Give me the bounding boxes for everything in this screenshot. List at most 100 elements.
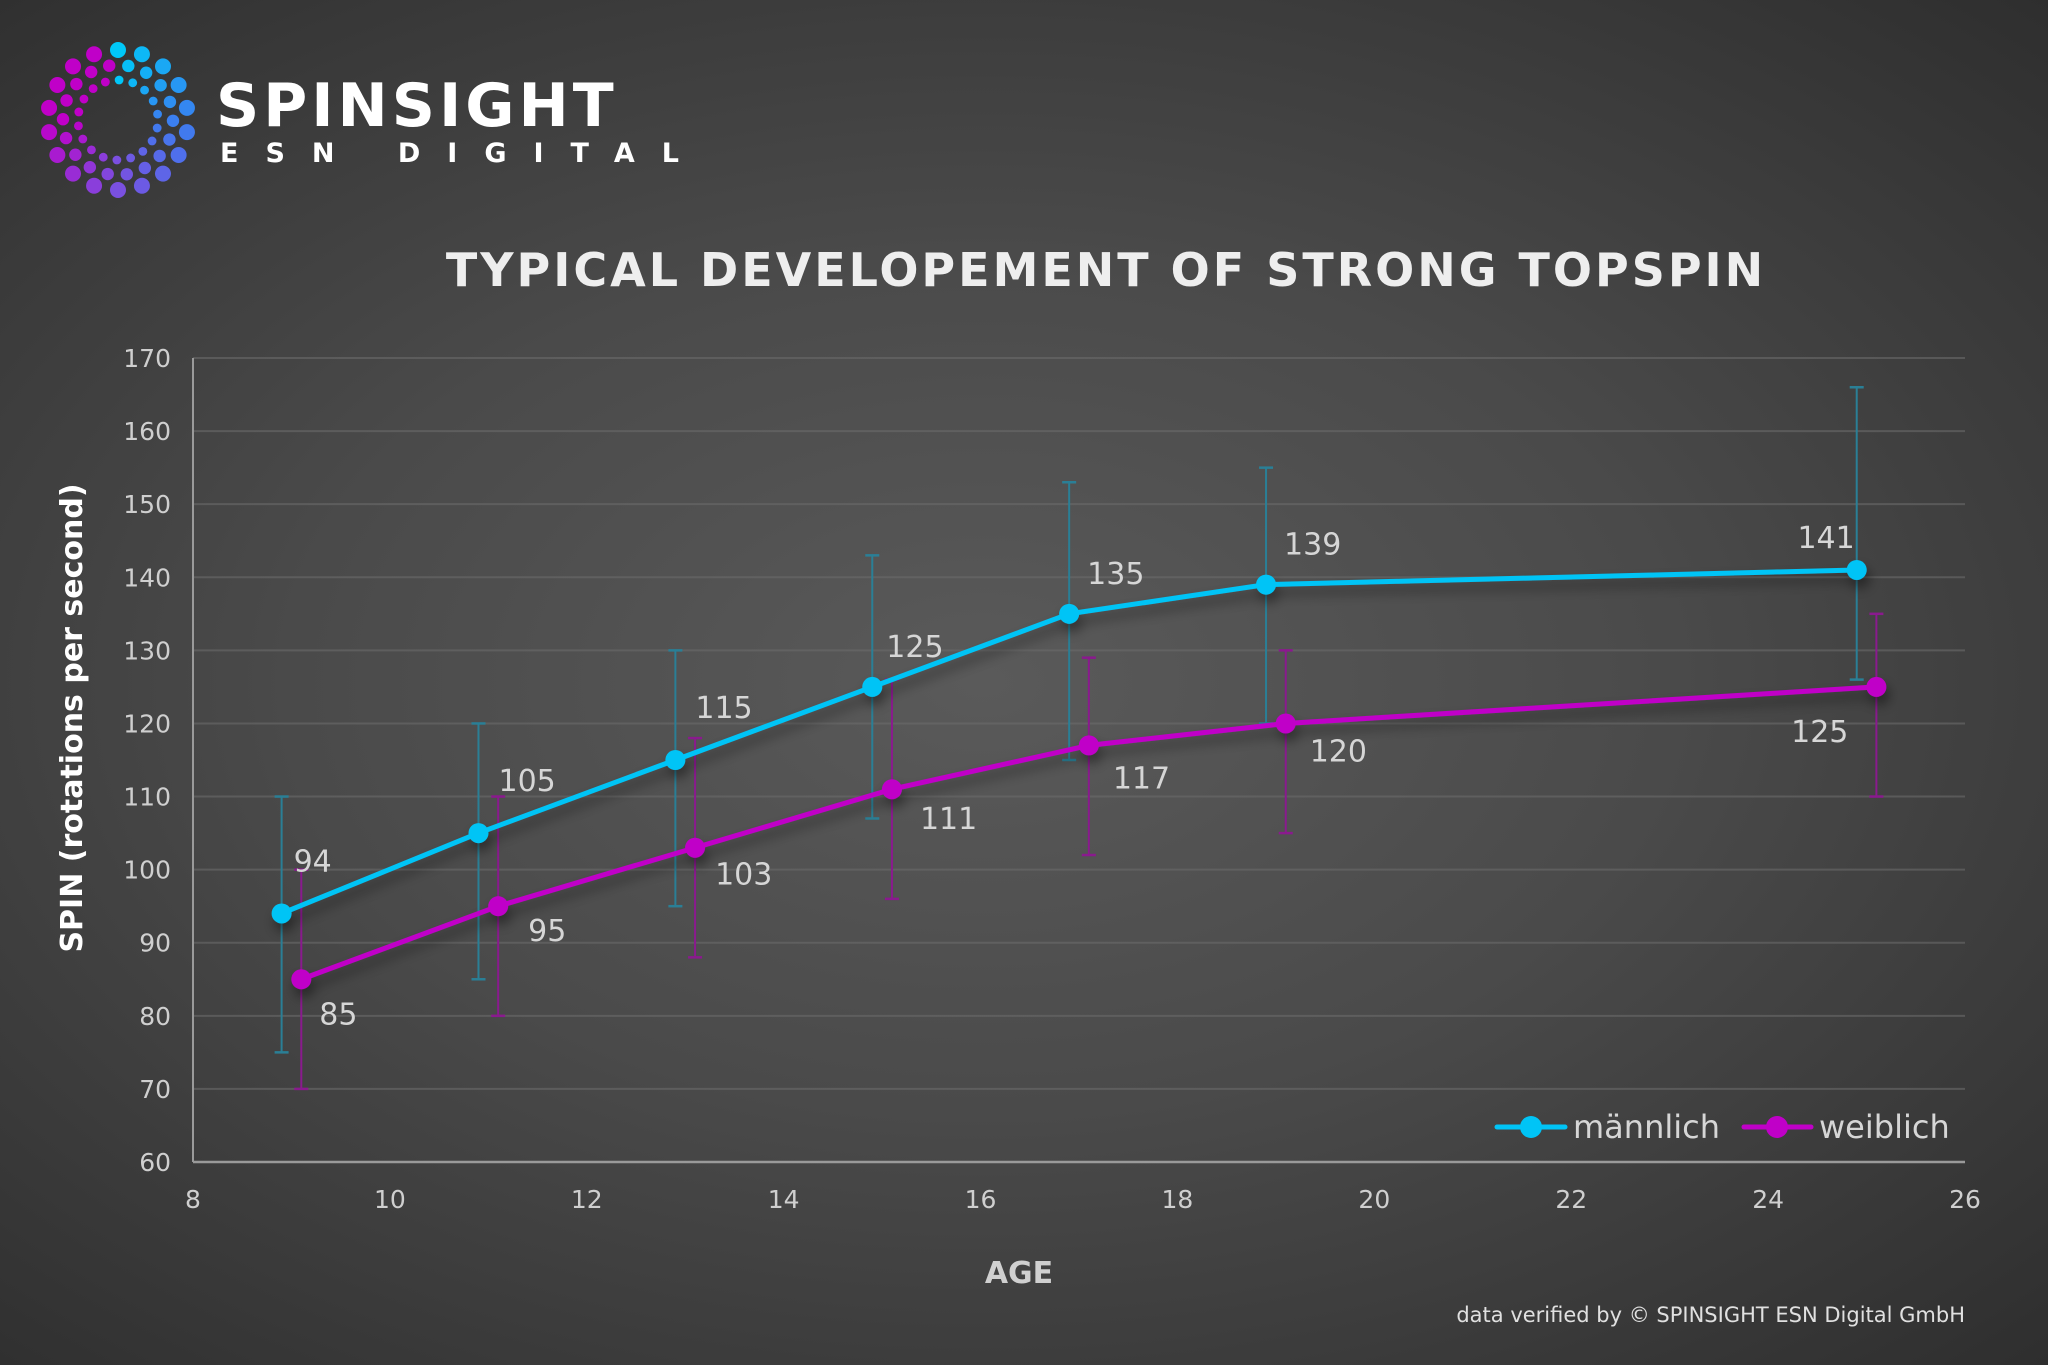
logo-dot [78,134,88,144]
x-tick-label: 26 [1949,1185,1981,1214]
logo-dot [103,59,116,72]
logo-dot [112,155,122,165]
logo-dot [65,165,82,182]
logo-dot [110,182,126,198]
logo-dot [84,65,98,79]
logo-dot [138,161,152,175]
logo-dot [152,123,162,133]
logo-dot [88,84,98,94]
logo-dot [133,46,150,63]
x-tick-label: 14 [768,1185,800,1214]
logo-subtitle: ESN DIGITAL [220,138,706,169]
data-label: 125 [886,630,943,665]
series-maennlich [271,559,1867,924]
data-point [665,750,686,770]
logo-dot [79,94,89,104]
logo-dot [140,85,149,95]
y-axis-ticks: 60 70 80 90 100 110 120 130 140 150 160 170 [123,344,171,1177]
logo-dot [49,147,66,163]
logo-dot [101,167,114,181]
data-label: 85 [319,997,357,1032]
logo-dot [148,96,158,106]
logo-dot [133,177,150,194]
error-bars [274,385,1884,1091]
x-tick-label: 8 [185,1185,201,1214]
logo-dot [41,124,58,141]
logo-dot [86,177,103,194]
y-tick-label: 170 [123,344,171,373]
y-tick-label: 160 [123,417,171,446]
logo-dot [41,99,58,116]
series [271,559,1887,990]
logo-dot [70,77,83,91]
x-tick-label: 12 [571,1185,603,1214]
logo-dot [69,148,82,161]
y-tick-label: 110 [123,783,171,812]
logo-dot [86,46,103,63]
data-label: 139 [1284,528,1341,563]
footer-credit: data verified by © SPINSIGHT ESN Digital… [1456,1303,1965,1327]
x-axis-label: AGE [985,1256,1053,1291]
legend-label-maennlich: männlich [1573,1108,1720,1146]
logo-dot [74,107,84,117]
data-label: 105 [498,764,555,799]
y-tick-label: 90 [139,929,171,958]
logo-dot [163,133,176,146]
logo-dot [126,153,136,163]
legend-marker-maennlich [1520,1116,1542,1138]
data-point [1059,603,1080,624]
logo-dot [110,42,126,58]
logo-dot [147,136,157,146]
data-point [468,823,489,844]
y-axis-label: SPIN (rotations per second) [55,483,90,952]
logo-dot [163,95,177,109]
logo-dot [49,77,66,93]
data-point [488,896,509,917]
y-tick-label: 70 [139,1075,171,1104]
legend: männlich weiblich [1494,1108,1950,1146]
logo-dot [139,66,153,79]
logo-dot [154,165,171,182]
logo-dot [154,58,171,75]
logo-dot [120,168,133,181]
logo-dot [153,149,166,163]
grid [192,357,1965,1164]
y-tick-label: 120 [123,709,171,738]
y-tick-label: 140 [123,563,171,592]
logo-dot [87,145,96,155]
logo-dot [100,77,110,87]
data-label: 115 [695,691,752,726]
logo-dot [178,99,195,116]
data-point [1846,559,1867,580]
data-label: 94 [294,844,332,879]
data-labels: 94 105 115 125 135 139 141 85 95 103 111 117 120 125 [294,521,1855,1032]
x-tick-label: 16 [965,1185,997,1214]
y-tick-label: 100 [123,856,171,885]
logo-name: SPINSIGHT [216,71,618,141]
logo-dot [128,78,138,88]
x-tick-label: 10 [374,1185,406,1214]
x-axis-ticks: 8 10 12 14 16 18 20 22 24 26 [185,1185,1981,1214]
logo-dot [170,147,187,163]
data-label: 117 [1113,761,1170,796]
data-label: 95 [528,914,566,949]
logo-dot [170,77,187,93]
logo-dot [59,131,73,145]
data-point [1256,574,1277,595]
data-point [271,903,292,924]
data-label: 125 [1791,715,1848,750]
logo-dot [83,161,97,174]
data-point [1866,676,1887,697]
legend-label-weiblich: weiblich [1819,1108,1950,1146]
chart-title: TYPICAL DEVELOPEMENT OF STRONG TOPSPIN [446,243,1766,297]
x-tick-label: 18 [1162,1185,1194,1214]
logo-icon [41,42,195,198]
y-tick-label: 80 [139,1002,171,1031]
data-point [1275,713,1296,734]
data-label: 103 [715,858,772,893]
data-label: 141 [1797,521,1854,556]
logo-dot [56,113,70,126]
y-tick-label: 60 [139,1148,171,1177]
